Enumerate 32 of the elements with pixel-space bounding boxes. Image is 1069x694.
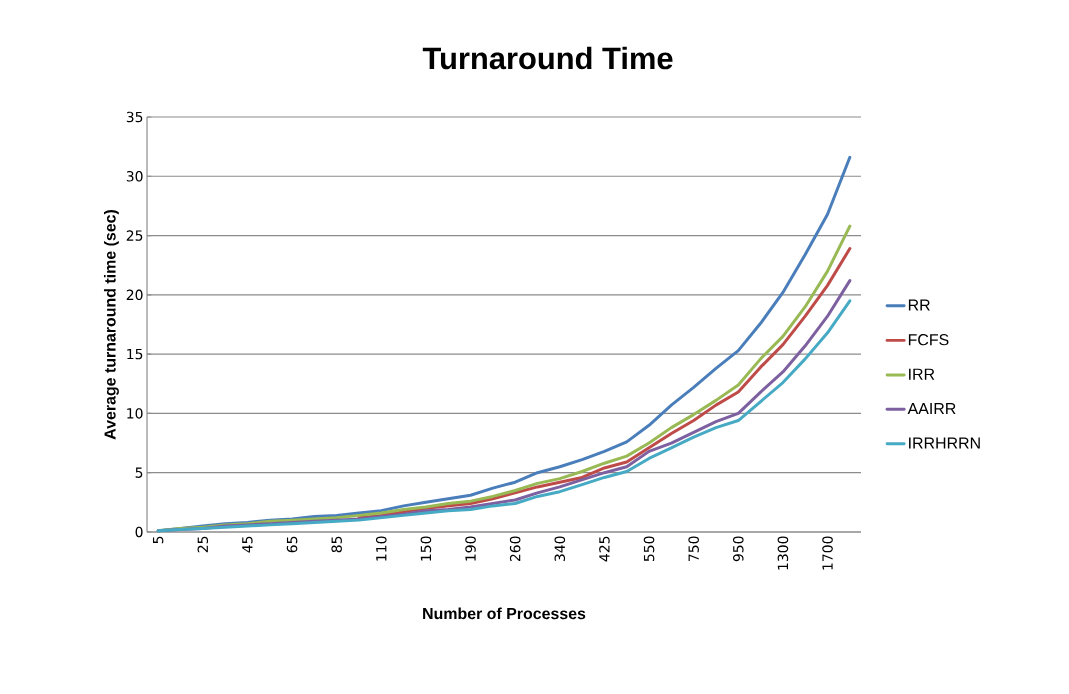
x-tick-label: 1300 [777, 536, 789, 570]
x-tick-label: 150 [420, 536, 432, 561]
x-tick-label: 1700 [822, 536, 833, 570]
x-tick-label: 65 [286, 536, 298, 553]
y-tick-label: 20 [126, 289, 143, 301]
x-axis-title: Number of Processes [423, 607, 586, 620]
x-tick-label: 190 [465, 536, 476, 561]
x-tick-label: 85 [331, 536, 342, 553]
y-tick-label: 25 [126, 230, 143, 241]
x-tick-label: 5 [152, 536, 164, 544]
y-tick-label: 30 [126, 170, 143, 182]
y-tick-label: 0 [135, 526, 143, 538]
legend-label: IRR [909, 368, 935, 380]
y-tick-label: 10 [127, 408, 143, 419]
y-tick-label: 15 [127, 348, 143, 360]
x-tick-label: 550 [643, 536, 655, 562]
legend-label: FCFS [908, 334, 949, 346]
y-tick-label: 5 [135, 467, 143, 478]
x-tick-label: 340 [554, 536, 566, 562]
x-tick-label: 25 [197, 536, 209, 553]
legend-label: RR [908, 299, 930, 311]
legend-label: AAIRR [907, 403, 956, 415]
x-tick-label: 110 [376, 536, 387, 561]
x-tick-label: 425 [599, 536, 610, 562]
x-tick-label: 950 [733, 536, 744, 562]
legend-label: IRRHRRN [909, 437, 980, 449]
chart-title: Turnaround Time [422, 46, 673, 70]
y-tick-label: 35 [126, 111, 143, 123]
x-tick-label: 260 [509, 536, 521, 562]
x-tick-label: 750 [688, 536, 699, 561]
y-axis-title: Average turnaround time (sec) [103, 210, 119, 440]
x-tick-label: 45 [242, 536, 253, 553]
